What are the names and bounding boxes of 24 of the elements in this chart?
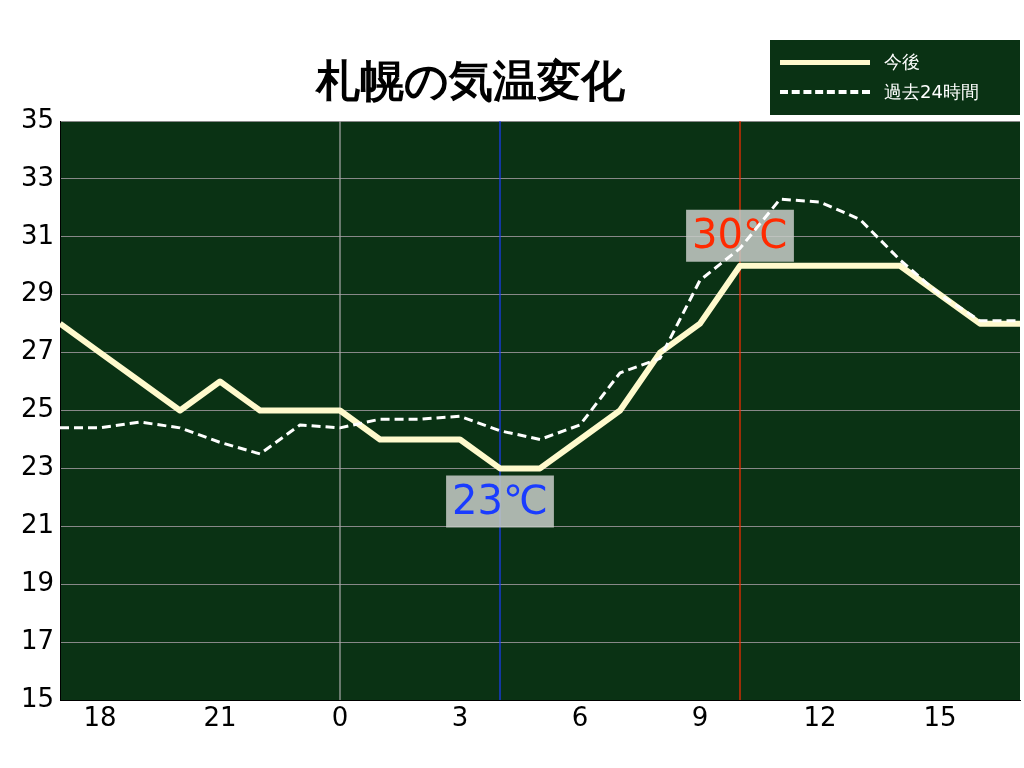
x-tick-label: 21 [203, 702, 237, 733]
y-tick-label: 17 [20, 624, 54, 655]
y-tick-label: 29 [20, 277, 54, 308]
legend-label: 過去24時間 [884, 80, 979, 104]
y-tick-label: 35 [20, 103, 54, 134]
y-tick-label: 31 [20, 219, 54, 250]
y-tick-label: 27 [20, 335, 54, 366]
x-tick-label: 15 [923, 702, 957, 733]
legend-label: 今後 [884, 50, 920, 74]
y-tick-label: 19 [20, 566, 54, 597]
x-tick-label: 3 [451, 702, 469, 733]
x-tick-label: 18 [83, 702, 117, 733]
x-tick-label: 12 [803, 702, 837, 733]
y-tick-label: 33 [20, 161, 54, 192]
annotation: 23℃ [452, 476, 548, 523]
y-tick-label: 21 [20, 509, 54, 540]
y-tick-label: 15 [20, 682, 54, 713]
annotation: 30℃ [692, 211, 788, 258]
x-tick-label: 9 [691, 702, 709, 733]
y-tick-label: 25 [20, 393, 54, 424]
x-tick-label: 0 [331, 702, 349, 733]
y-tick-label: 23 [20, 451, 54, 482]
x-tick-label: 6 [571, 702, 589, 733]
chart-title: 札幌の気温変化 [315, 55, 625, 106]
